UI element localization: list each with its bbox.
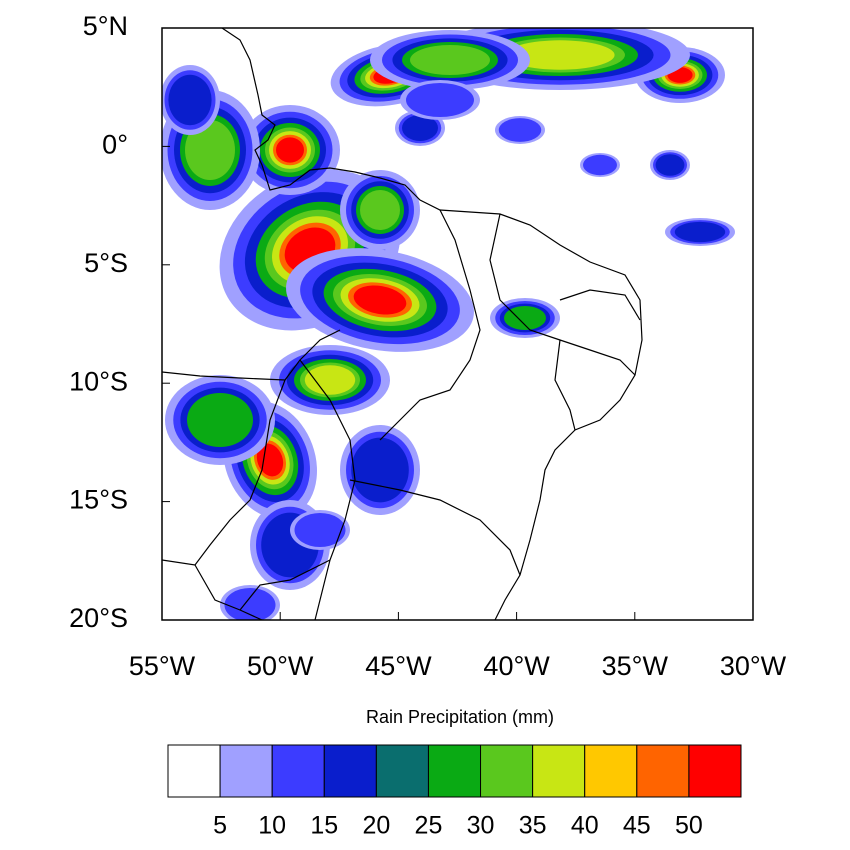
y-tick-label: 5°S: [84, 248, 128, 278]
x-tick-label: 30°W: [720, 651, 787, 681]
colorbar-label: 10: [258, 812, 286, 840]
colorbar-box: [375, 744, 429, 798]
rain-cell: [353, 285, 407, 315]
colorbar-label: 20: [362, 812, 390, 840]
rain-cell: [583, 154, 617, 176]
colorbar-label: 50: [675, 812, 703, 840]
rain-cell: [351, 437, 409, 503]
colorbar-box: [480, 744, 534, 798]
colorbar-box: [688, 744, 742, 798]
colorbar-label: 15: [310, 812, 338, 840]
colorbar-label: 45: [623, 812, 651, 840]
rain-cell: [410, 45, 490, 75]
rain-cell: [187, 393, 253, 447]
rain-cell: [168, 74, 212, 126]
rain-cell: [256, 443, 284, 477]
rain-cell: [224, 588, 276, 620]
precipitation-field: [162, 28, 735, 620]
y-tick-label: 5°N: [83, 11, 128, 41]
colorbar-title: Rain Precipitation (mm): [366, 707, 554, 727]
rain-cell: [655, 154, 685, 176]
y-tick-label: 10°S: [69, 366, 128, 396]
x-tick-label: 55°W: [129, 651, 196, 681]
x-tick-label: 45°W: [365, 651, 432, 681]
rain-cell: [406, 83, 474, 117]
colorbar-box: [323, 744, 377, 798]
y-tick-label: 20°S: [69, 603, 128, 633]
y-tick-label: 15°S: [69, 485, 128, 515]
rain-cell: [505, 40, 615, 70]
rain-cell: [185, 120, 235, 180]
x-tick-label: 35°W: [602, 651, 669, 681]
rain-cell: [498, 118, 542, 142]
axes: 5°N 0° 5°S 10°S 15°S 20°S55°W 50°W 45°W 40°W 35°W…: [69, 11, 787, 681]
rain-cell: [294, 513, 346, 547]
coastlines: [162, 28, 643, 620]
y-tick-label: 0°: [102, 130, 128, 160]
colorbar: 5 10 15 20 25 30 35 40 45 50: [167, 744, 742, 840]
map-frame: [161, 27, 754, 621]
rain-cell: [304, 365, 356, 395]
colorbar-label: 25: [415, 812, 443, 840]
rain-cell: [674, 221, 726, 243]
colorbar-box: [584, 744, 638, 798]
colorbar-box: [636, 744, 690, 798]
rain-cell: [276, 137, 304, 163]
x-tick-label: 50°W: [247, 651, 314, 681]
colorbar-box: [167, 744, 221, 798]
colorbar-label: 30: [467, 812, 495, 840]
colorbar-box: [271, 744, 325, 798]
x-tick-label: 40°W: [483, 651, 550, 681]
rain-cell: [504, 306, 546, 330]
colorbar-box: [219, 744, 273, 798]
colorbar-label: 35: [519, 812, 547, 840]
colorbar-label: 5: [213, 812, 227, 840]
colorbar-box: [427, 744, 482, 798]
rain-cell: [360, 190, 400, 230]
rain-cell: [402, 115, 438, 141]
colorbar-box: [532, 744, 586, 798]
colorbar-label: 40: [571, 812, 599, 840]
